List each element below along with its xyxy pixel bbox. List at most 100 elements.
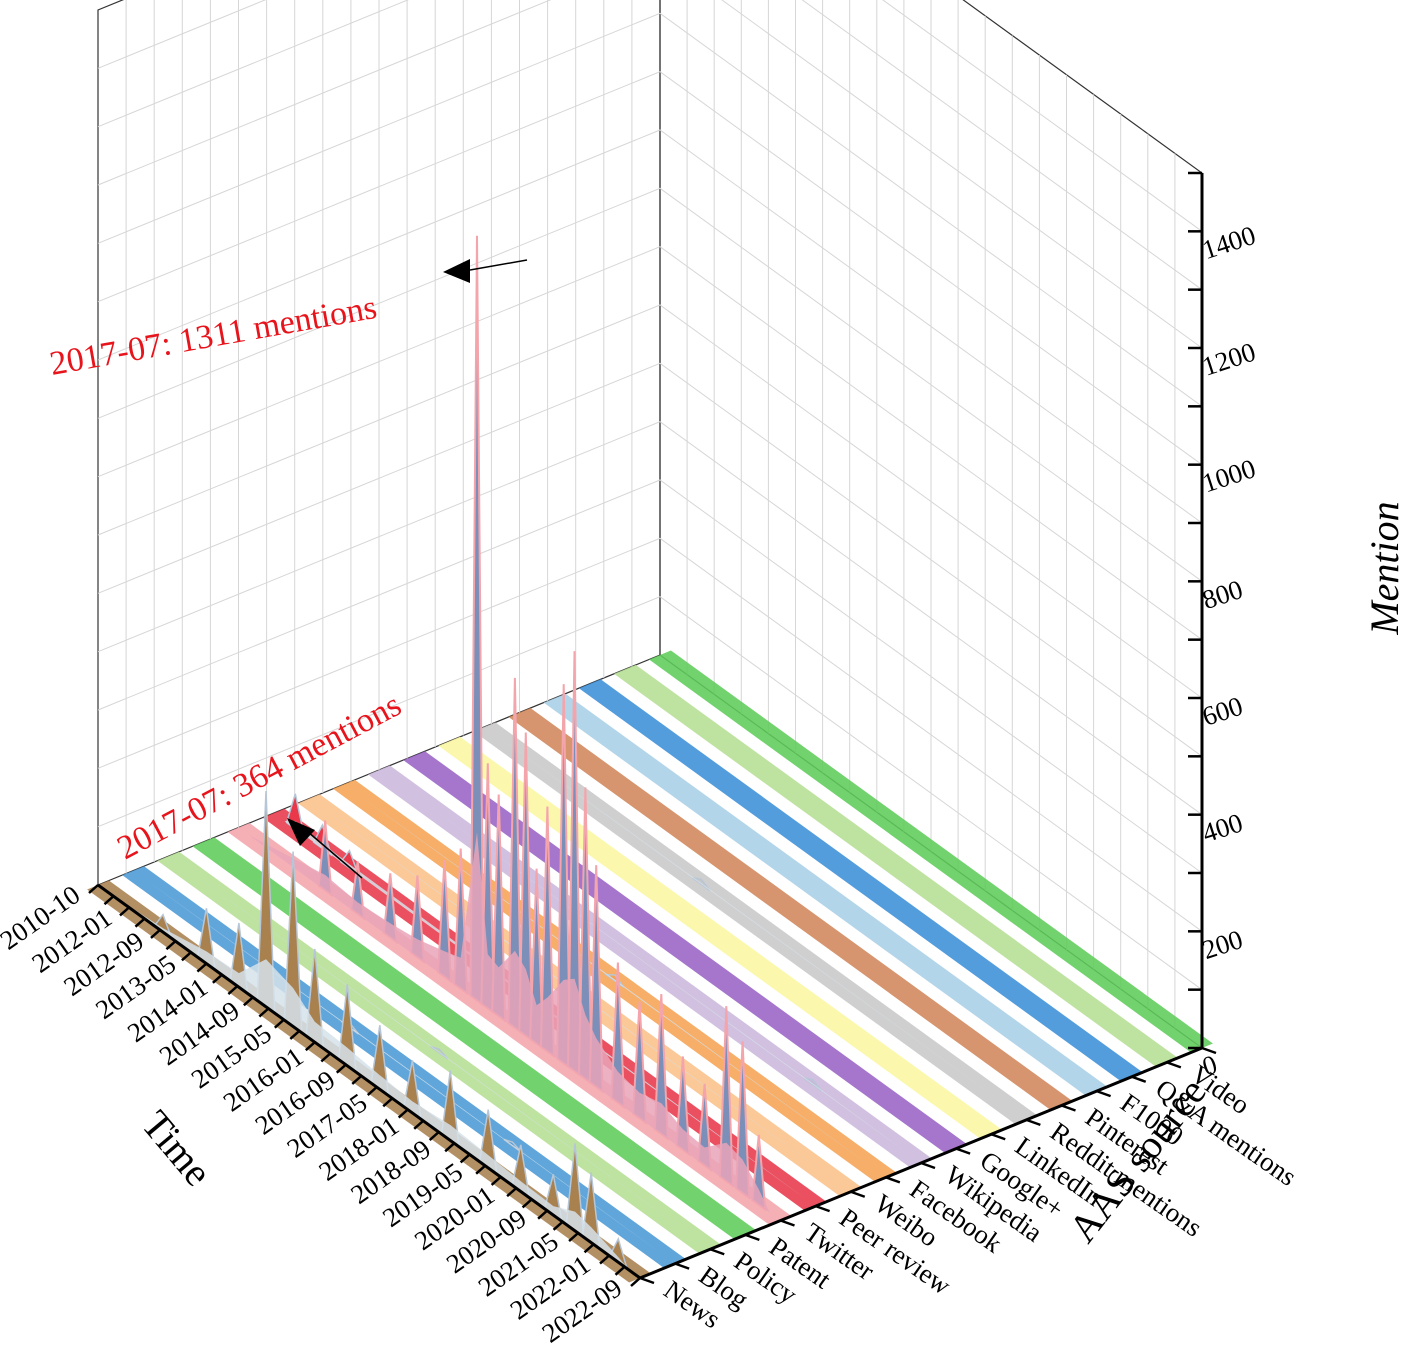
- source-tick: [990, 1133, 1006, 1141]
- time-tick: [428, 1131, 440, 1141]
- time-tick: [243, 996, 254, 1007]
- time-tick: [134, 917, 146, 928]
- source-tick: [955, 1147, 971, 1155]
- time-tick: [196, 962, 208, 973]
- peak-wikipedia-0: [803, 1077, 822, 1092]
- ribbon-video: [614, 664, 1178, 1067]
- mention-tick-label: 600: [1199, 691, 1247, 732]
- ribbon-q-a-mentions: [578, 679, 1143, 1082]
- mention-tick-label: 200: [1199, 924, 1247, 965]
- grid-line: [97, 0, 1203, 349]
- ribbon-extra: [649, 650, 1213, 1053]
- grid-line: [97, 12, 1203, 407]
- peak-twitter-22: [718, 1006, 734, 1188]
- time-tick: [366, 1086, 378, 1097]
- time-tick: [568, 1232, 579, 1243]
- time-tick: [258, 1007, 270, 1018]
- time-tick: [444, 1142, 456, 1153]
- source-tick: [815, 1204, 831, 1213]
- source-tick: [674, 1262, 690, 1270]
- x-axis-title: Time: [133, 1102, 221, 1195]
- annotation-peak-twitter: 2017-07: 1311 mentions: [47, 259, 528, 383]
- time-tick: [583, 1243, 595, 1254]
- time-tick: [289, 1030, 301, 1040]
- source-tick: [1096, 1089, 1112, 1098]
- annotation-text-1: 2017-07: 1311 mentions: [47, 289, 380, 383]
- time-tick: [490, 1176, 502, 1186]
- back-walls: [97, 0, 1203, 1050]
- source-tick: [1201, 1046, 1217, 1055]
- base-twitter: [249, 832, 770, 1213]
- peak-reddit-mentions-0: [692, 877, 711, 892]
- time-tick: [335, 1063, 347, 1074]
- mention-tick-label: 1200: [1199, 336, 1260, 381]
- time-tick: [212, 973, 223, 984]
- time-tick: [227, 985, 239, 995]
- time-tick: [181, 951, 192, 962]
- grid-line: [97, 596, 1203, 991]
- time-tick: [88, 884, 99, 894]
- source-tick: [639, 1276, 655, 1285]
- ribbon-google-: [403, 751, 967, 1154]
- time-tick: [475, 1164, 486, 1175]
- source-tick: [850, 1190, 866, 1198]
- time-tick: [382, 1097, 394, 1108]
- time-tick: [599, 1254, 610, 1265]
- ribbon-f1000: [543, 693, 1108, 1096]
- mention-tick-label: 1000: [1199, 453, 1260, 498]
- time-tick: [459, 1153, 471, 1164]
- time-tick: [537, 1209, 548, 1220]
- source-tick: [709, 1248, 725, 1256]
- grid-line: [97, 362, 1203, 757]
- grid-line: [97, 304, 1203, 699]
- source-tick: [1131, 1075, 1147, 1083]
- mention-tick-label: 1400: [1199, 220, 1260, 265]
- source-tick: [1166, 1061, 1182, 1069]
- source-tick: [744, 1233, 760, 1242]
- time-tick: [119, 906, 130, 917]
- grid-line: [97, 421, 1203, 816]
- axes: [88, 171, 1217, 1287]
- source-tick: [1061, 1104, 1076, 1112]
- grid-line: [97, 537, 1203, 932]
- time-tick: [320, 1052, 332, 1063]
- mention-tick-label: 800: [1199, 574, 1247, 615]
- base-reddit-mentions: [495, 734, 1016, 1112]
- ribbon-patent: [192, 837, 757, 1240]
- source-tick: [920, 1161, 936, 1170]
- z-axis-title: Mention: [1362, 501, 1407, 635]
- peak-twitter-14: [566, 651, 583, 1078]
- peak-twitter-12: [539, 806, 555, 1059]
- grid-line: [97, 479, 1203, 874]
- mention-tick-label: 400: [1199, 807, 1247, 848]
- source-tick: [780, 1219, 795, 1227]
- time-tick: [521, 1198, 533, 1209]
- grid-line: [97, 187, 1203, 582]
- source-tick: [885, 1176, 901, 1184]
- ribbon-linkedin: [438, 736, 1003, 1139]
- grid-line: [97, 246, 1203, 641]
- series-areas: [108, 235, 1016, 1271]
- grid-line: [97, 129, 1203, 524]
- base-wikipedia: [389, 777, 911, 1156]
- time-tick: [273, 1018, 285, 1029]
- time-tick: [397, 1108, 409, 1119]
- time-tick: [351, 1074, 363, 1085]
- peak-twitter-13: [556, 684, 572, 1070]
- grid-line: [97, 0, 1203, 232]
- time-tick: [630, 1277, 641, 1287]
- time-tick: [304, 1041, 316, 1052]
- time-tick: [165, 940, 177, 951]
- time-tick: [103, 895, 115, 906]
- time-tick: [614, 1265, 626, 1276]
- time-tick: [150, 928, 161, 939]
- grid-line: [97, 71, 1203, 466]
- ribbon-pinterest: [508, 708, 1073, 1110]
- time-tick: [413, 1119, 425, 1130]
- base-policy: [179, 864, 700, 1242]
- time-tick: [552, 1220, 564, 1231]
- time-tick: [506, 1187, 517, 1198]
- source-tick: [1025, 1118, 1041, 1127]
- grid-line: [97, 0, 1203, 291]
